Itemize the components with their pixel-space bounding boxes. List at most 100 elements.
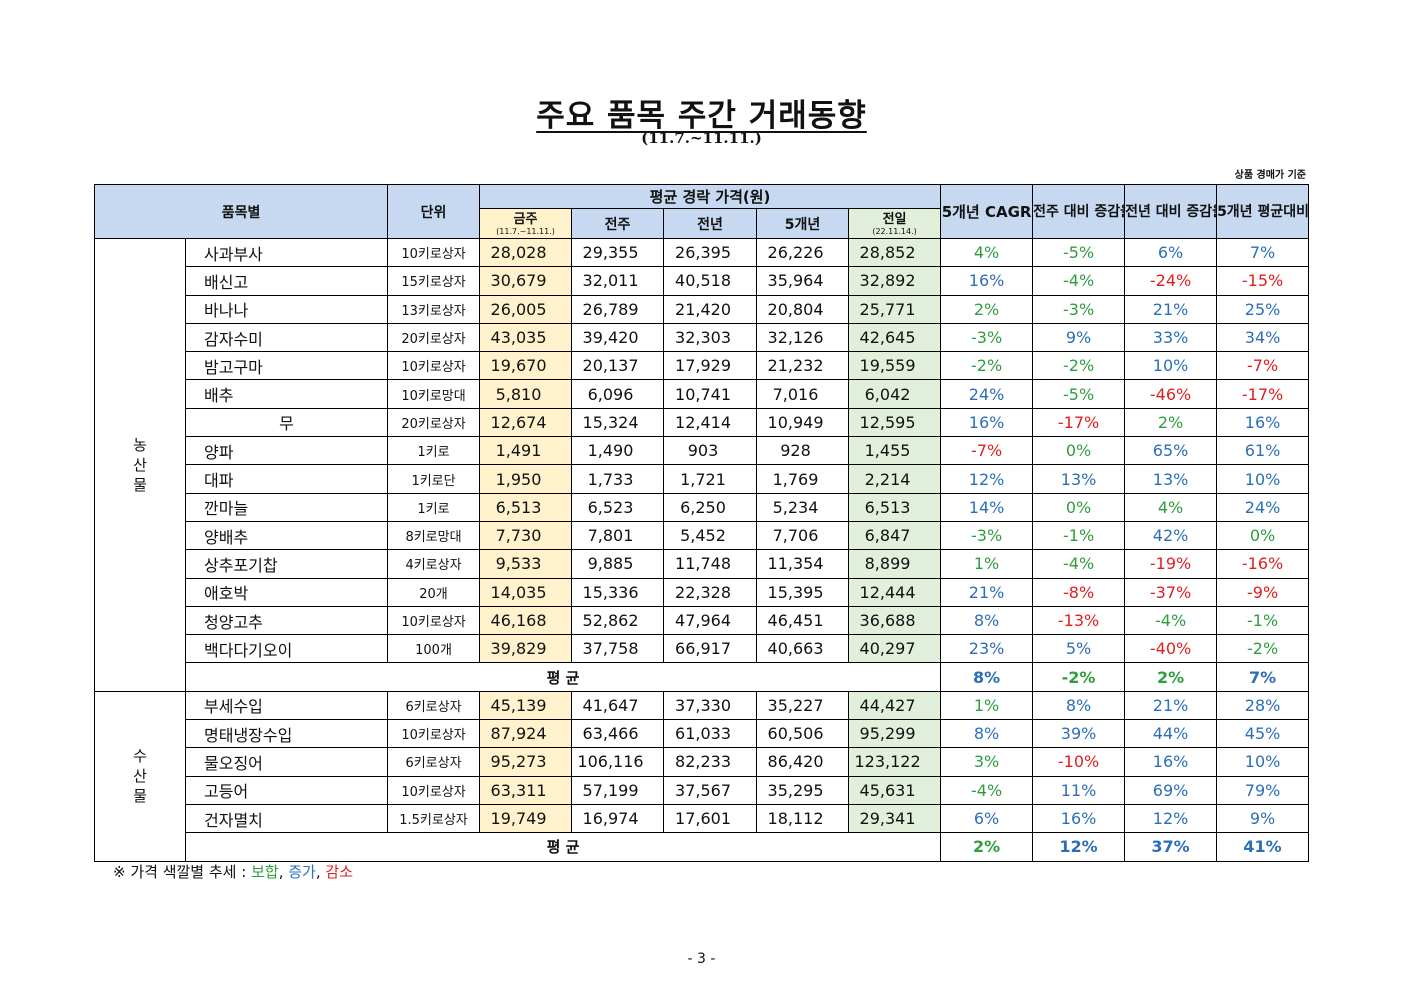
table-row: 고등어 10키로상자 63,311 57,199 37,567 35,295 45,631-… <box>95 775 1310 805</box>
pct-five-avg: -9% <box>1216 577 1310 607</box>
pct-wow: 39% <box>1032 719 1126 749</box>
price-five-year: 1,769 <box>756 464 850 494</box>
price-today: 123,122 <box>848 747 942 777</box>
legend-flat: 보합 <box>251 863 279 881</box>
unit-cell: 20키로상자 <box>387 407 481 438</box>
item-name: 사과부사 <box>184 237 389 268</box>
pct-yoy: 6% <box>1124 237 1218 268</box>
pct-five-avg: 79% <box>1216 775 1310 805</box>
pct-wow: -3% <box>1032 294 1126 324</box>
table-row: 배신고 15키로상자 30,679 32,011 40,518 35,964 32,892 1… <box>95 266 1310 296</box>
unit-cell: 1.5키로상자 <box>387 803 481 834</box>
price-this-week: 43,035 <box>479 322 573 353</box>
price-five-year: 46,451 <box>756 605 850 636</box>
price-last-week: 1,733 <box>571 464 665 494</box>
average-cagr: 8% <box>940 662 1034 692</box>
pct-five-avg: 34% <box>1216 322 1310 353</box>
price-five-year: 35,295 <box>756 775 850 805</box>
price-five-year: 40,663 <box>756 634 850 664</box>
price-this-week: 9,533 <box>479 549 573 579</box>
pct-yoy: -46% <box>1124 379 1218 409</box>
price-this-week: 30,679 <box>479 266 573 296</box>
item-name: 고등어 <box>184 775 389 805</box>
price-this-week: 28,028 <box>479 237 573 268</box>
item-name: 무 <box>184 407 389 438</box>
item-name: 바나나 <box>184 294 389 324</box>
price-last-week: 57,199 <box>571 775 665 805</box>
table-row: 물오징어 6키로상자 95,273 106,116 82,233 86,420 123,12… <box>95 747 1310 777</box>
color-legend: ※ 가격 색깔별 추세 : 보합, 증가, 감소 <box>113 863 353 881</box>
pct-cagr: 8% <box>940 605 1034 636</box>
item-name: 배추 <box>184 379 389 409</box>
item-name: 감자수미 <box>184 322 389 353</box>
price-last-year: 1,721 <box>663 464 758 494</box>
average-five-avg: 7% <box>1216 662 1310 692</box>
unit-cell: 1키로단 <box>387 464 481 494</box>
price-five-year: 928 <box>756 436 850 466</box>
average-yoy: 37% <box>1124 832 1218 862</box>
pct-wow: 8% <box>1032 690 1126 721</box>
unit-cell: 100개 <box>387 634 481 664</box>
pct-yoy: 21% <box>1124 294 1218 324</box>
item-name: 양배추 <box>184 520 389 551</box>
price-today: 12,444 <box>848 577 942 607</box>
pct-cagr: -7% <box>940 436 1034 466</box>
header-item: 품목별 <box>93 184 389 239</box>
pct-yoy: -19% <box>1124 549 1218 579</box>
average-row: 평 균 2% 12% 37% 41% <box>95 832 1310 862</box>
pct-five-avg: -1% <box>1216 605 1310 636</box>
pct-wow: -4% <box>1032 549 1126 579</box>
price-last-year: 47,964 <box>663 605 758 636</box>
price-last-year: 26,395 <box>663 237 758 268</box>
pct-wow: -1% <box>1032 520 1126 551</box>
table-row: 대파 1키로단 1,950 1,733 1,721 1,769 2,214 12% 13% 13%… <box>95 464 1310 494</box>
unit-cell: 10키로망대 <box>387 379 481 409</box>
item-name: 건자멸치 <box>184 803 389 834</box>
price-today: 19,559 <box>848 351 942 381</box>
pct-yoy: 33% <box>1124 322 1218 353</box>
category-label: 농산물 <box>94 238 186 692</box>
item-name: 깐마늘 <box>184 492 389 522</box>
price-this-week: 14,035 <box>479 577 573 607</box>
price-last-year: 40,518 <box>663 266 758 296</box>
item-name: 부세수입 <box>184 690 389 721</box>
pct-cagr: 23% <box>940 634 1034 664</box>
table-row: 무 20키로상자 12,674 15,324 12,414 10,949 12,595 16%… <box>95 407 1310 438</box>
price-today: 29,341 <box>848 803 942 834</box>
pct-cagr: 21% <box>940 577 1034 607</box>
unit-cell: 6키로상자 <box>387 747 481 777</box>
item-name: 상추포기찹 <box>184 549 389 579</box>
price-this-week: 45,139 <box>479 690 573 721</box>
price-last-week: 15,336 <box>571 577 665 607</box>
price-this-week: 1,491 <box>479 436 573 466</box>
pct-yoy: 44% <box>1124 719 1218 749</box>
pct-wow: 0% <box>1032 436 1126 466</box>
pct-yoy: -37% <box>1124 577 1218 607</box>
price-this-week: 26,005 <box>479 294 573 324</box>
item-name: 배신고 <box>184 266 389 296</box>
pct-wow: 11% <box>1032 775 1126 805</box>
price-last-week: 7,801 <box>571 520 665 551</box>
pct-five-avg: -16% <box>1216 549 1310 579</box>
average-yoy: 2% <box>1124 662 1218 692</box>
header-today: 전일 (22.11.14.) <box>848 208 942 239</box>
pct-cagr: 4% <box>940 237 1034 268</box>
price-today: 42,645 <box>848 322 942 353</box>
pct-five-avg: -7% <box>1216 351 1310 381</box>
pct-cagr: 2% <box>940 294 1034 324</box>
pct-cagr: 3% <box>940 747 1034 777</box>
table-row: 밤고구마 10키로상자 19,670 20,137 17,929 21,232 19,559… <box>95 351 1310 381</box>
pct-cagr: 8% <box>940 719 1034 749</box>
price-this-week: 63,311 <box>479 775 573 805</box>
price-five-year: 15,395 <box>756 577 850 607</box>
price-last-week: 41,647 <box>571 690 665 721</box>
pct-cagr: -4% <box>940 775 1034 805</box>
table-row: 백다다기오이 100개 39,829 37,758 66,917 40,663 40,297… <box>95 634 1310 664</box>
price-last-year: 12,414 <box>663 407 758 438</box>
table-row: 청양고추 10키로상자 46,168 52,862 47,964 46,451 36,688… <box>95 605 1310 636</box>
pct-five-avg: 25% <box>1216 294 1310 324</box>
price-five-year: 26,226 <box>756 237 850 268</box>
price-today: 6,513 <box>848 492 942 522</box>
unit-cell: 10키로상자 <box>387 351 481 381</box>
pct-wow: -5% <box>1032 379 1126 409</box>
